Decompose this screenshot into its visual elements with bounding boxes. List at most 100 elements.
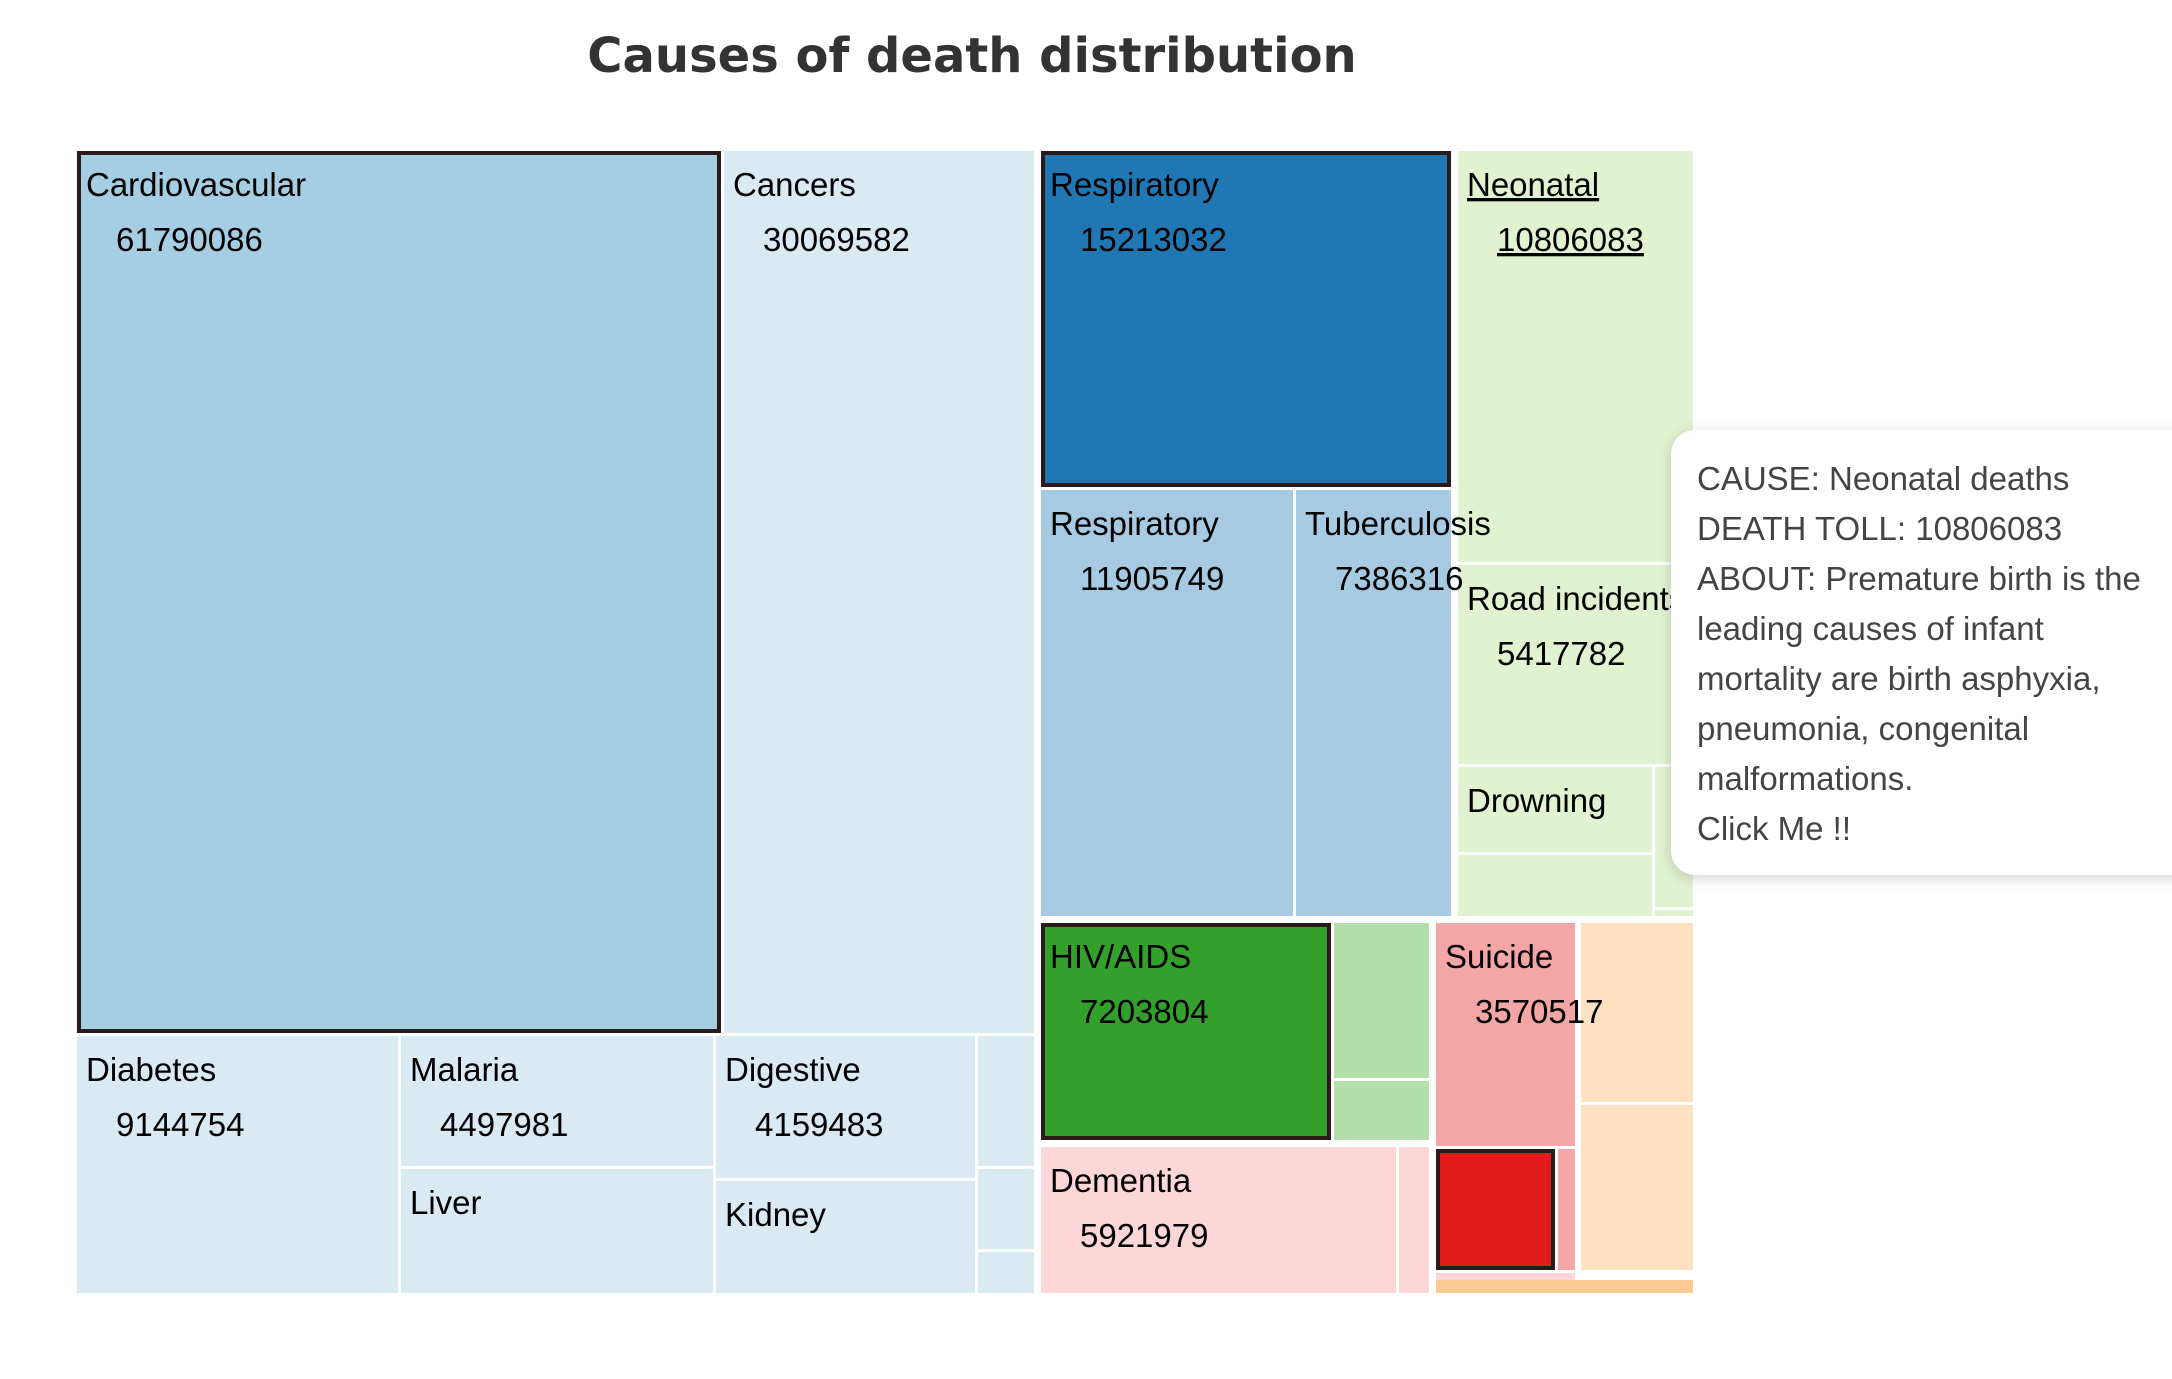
treemap-cell[interactable]	[1581, 923, 1693, 1102]
node-value-malaria: 4497981	[440, 1106, 568, 1143]
highlight-border	[1041, 923, 1331, 1140]
node-value-digestive: 4159483	[755, 1106, 883, 1143]
treemap-node-unlabeled-9[interactable]	[1399, 1147, 1429, 1293]
treemap-node-suicide[interactable]	[1436, 923, 1575, 1146]
treemap-cell[interactable]	[77, 151, 721, 1033]
node-value-respiratory-2: 11905749	[1080, 560, 1224, 597]
node-label-respiratory-2: Respiratory	[1050, 505, 1219, 542]
treemap-node-unlabeled-6[interactable]	[1655, 910, 1693, 916]
treemap-node-unlabeled-10[interactable]	[1436, 1149, 1555, 1270]
node-label-drowning: Drowning	[1467, 782, 1606, 819]
node-value-cancers: 30069582	[763, 221, 910, 258]
treemap-cell[interactable]	[1436, 1149, 1555, 1270]
treemap-cell[interactable]	[1458, 565, 1693, 764]
node-label-kidney: Kidney	[725, 1196, 826, 1233]
treemap-node-respiratory-1[interactable]	[1041, 151, 1451, 487]
node-label-cancers: Cancers	[733, 166, 856, 203]
treemap-cell[interactable]	[978, 1169, 1034, 1249]
treemap-cell[interactable]	[716, 1036, 975, 1178]
node-value-diabetes: 9144754	[116, 1106, 244, 1143]
treemap-cell[interactable]	[1458, 767, 1652, 852]
treemap-cell[interactable]	[1581, 1105, 1693, 1270]
node-value-dementia: 5921979	[1080, 1217, 1208, 1254]
treemap-node-cancers[interactable]	[724, 151, 1034, 1033]
node-label-liver: Liver	[410, 1184, 482, 1221]
treemap-cell[interactable]	[1436, 1280, 1693, 1293]
treemap-node-malaria[interactable]	[401, 1036, 713, 1166]
treemap-cell[interactable]	[1436, 923, 1575, 1146]
treemap-node-unlabeled-1[interactable]	[978, 1036, 1034, 1166]
node-value-neonatal: 10806083	[1497, 221, 1644, 258]
treemap-cell[interactable]	[1296, 490, 1451, 916]
treemap-node-kidney[interactable]	[716, 1181, 975, 1293]
treemap-node-road-incidents[interactable]	[1458, 565, 1693, 764]
treemap-node-unlabeled-14[interactable]	[1581, 1105, 1693, 1270]
node-label-suicide: Suicide	[1445, 938, 1553, 975]
tooltip-line: pneumonia, congenital	[1697, 710, 2030, 747]
treemap-cell[interactable]	[1399, 1147, 1429, 1293]
treemap-cell[interactable]	[724, 151, 1034, 1033]
treemap-node-unlabeled-3[interactable]	[978, 1252, 1034, 1293]
treemap-node-unlabeled-2[interactable]	[978, 1169, 1034, 1249]
tooltip-line: leading causes of infant	[1697, 610, 2044, 647]
treemap-node-unlabeled-11[interactable]	[1558, 1149, 1575, 1270]
tooltip-line: CAUSE: Neonatal deaths	[1697, 460, 2070, 497]
node-label-neonatal: Neonatal	[1467, 166, 1599, 203]
treemap-cell[interactable]	[1655, 910, 1693, 916]
node-label-malaria: Malaria	[410, 1051, 519, 1088]
tooltip-link[interactable]: Click Me !!	[1697, 810, 1852, 847]
node-value-suicide: 3570517	[1475, 993, 1603, 1030]
node-label-hiv-aids: HIV/AIDS	[1050, 938, 1191, 975]
treemap-cell[interactable]	[1041, 151, 1451, 487]
treemap-cell[interactable]	[401, 1169, 713, 1293]
highlight-border	[1041, 151, 1451, 487]
treemap-cell[interactable]	[1458, 151, 1693, 562]
treemap-node-tuberculosis[interactable]	[1296, 490, 1451, 916]
node-label-dementia: Dementia	[1050, 1162, 1192, 1199]
treemap-cell[interactable]	[978, 1252, 1034, 1293]
treemap-cell[interactable]	[1558, 1149, 1575, 1270]
tooltip[interactable]: CAUSE: Neonatal deaths DEATH TOLL: 10806…	[1671, 430, 2172, 875]
node-label-diabetes: Diabetes	[86, 1051, 216, 1088]
treemap-cell[interactable]	[978, 1036, 1034, 1166]
tooltip-line: ABOUT: Premature birth is the	[1697, 560, 2141, 597]
chart-title: Causes of death distribution	[587, 28, 1357, 84]
treemap-node-hiv-aids[interactable]	[1041, 923, 1331, 1140]
treemap-node-diabetes[interactable]	[77, 1036, 398, 1293]
tooltip-line: DEATH TOLL: 10806083	[1697, 510, 2063, 547]
treemap-node-unlabeled-15[interactable]	[1436, 1280, 1693, 1293]
treemap-node-cardiovascular[interactable]	[77, 151, 721, 1033]
treemap-node-liver[interactable]	[401, 1169, 713, 1293]
treemap-cell[interactable]	[1334, 1081, 1429, 1140]
tooltip-line: mortality are birth asphyxia,	[1697, 660, 2101, 697]
node-value-road-incidents: 5417782	[1497, 635, 1625, 672]
treemap-node-unlabeled-4[interactable]	[1458, 855, 1652, 916]
treemap-cell[interactable]	[1041, 923, 1331, 1140]
treemap-node-digestive[interactable]	[716, 1036, 975, 1178]
treemap-node-unlabeled-7[interactable]	[1334, 923, 1429, 1078]
node-label-road-incidents: Road incidents	[1467, 580, 1685, 617]
treemap-node-drowning[interactable]	[1458, 767, 1652, 852]
node-label-digestive: Digestive	[725, 1051, 861, 1088]
node-label-tuberculosis: Tuberculosis	[1305, 505, 1491, 542]
treemap-node-respiratory-2[interactable]	[1041, 490, 1293, 916]
node-label-respiratory-1: Respiratory	[1050, 166, 1219, 203]
treemap-node-dementia[interactable]	[1041, 1147, 1396, 1293]
treemap-node-unlabeled-8[interactable]	[1334, 1081, 1429, 1140]
treemap-cell[interactable]	[716, 1181, 975, 1293]
node-value-tuberculosis: 7386316	[1335, 560, 1463, 597]
node-value-respiratory-1: 15213032	[1080, 221, 1227, 258]
treemap-node-unlabeled-13[interactable]	[1581, 923, 1693, 1102]
treemap-cell[interactable]	[77, 1036, 398, 1293]
treemap-cell[interactable]	[1041, 490, 1293, 916]
treemap-cell[interactable]	[401, 1036, 713, 1166]
treemap-cell[interactable]	[1334, 923, 1429, 1078]
node-label-cardiovascular: Cardiovascular	[86, 166, 306, 203]
node-value-hiv-aids: 7203804	[1080, 993, 1208, 1030]
treemap-cell[interactable]	[1041, 1147, 1396, 1293]
tooltip-line: malformations.	[1697, 760, 1914, 797]
treemap-cell[interactable]	[1458, 855, 1652, 916]
treemap-node-neonatal[interactable]	[1458, 151, 1693, 562]
node-value-cardiovascular: 61790086	[116, 221, 263, 258]
